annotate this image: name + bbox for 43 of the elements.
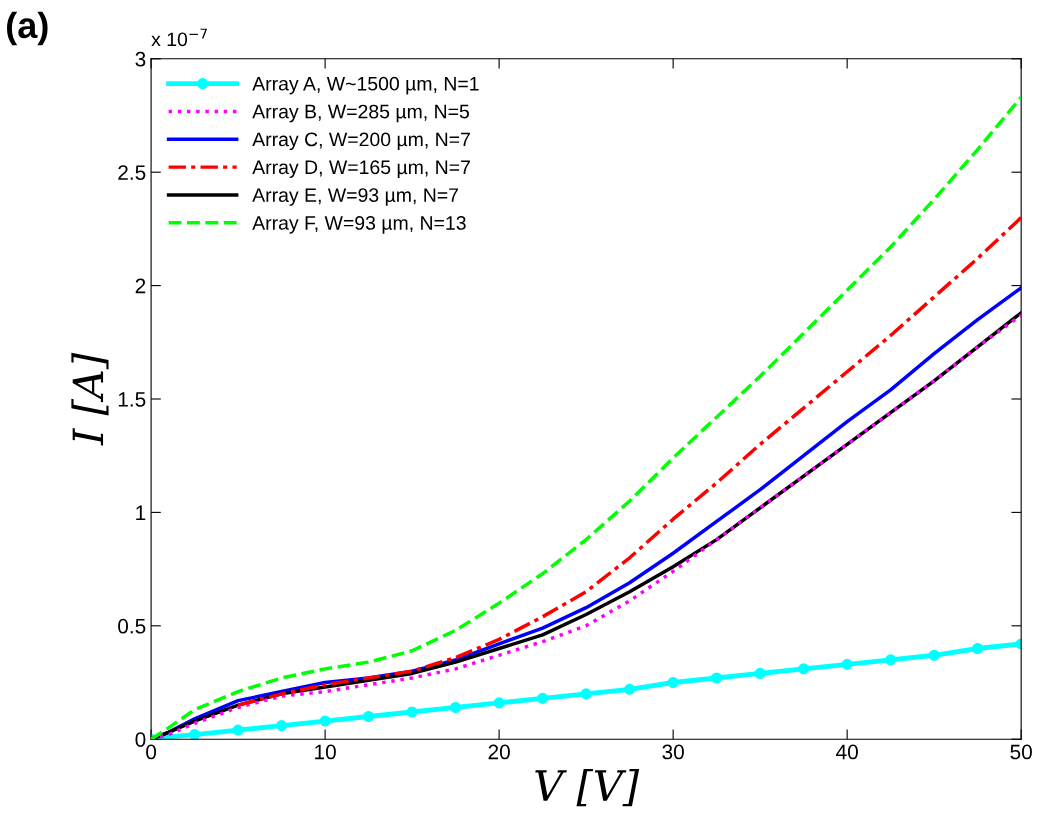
point (667, 676, 679, 689)
point (624, 683, 636, 695)
point (232, 724, 244, 736)
y-tick-label: 3 (135, 51, 146, 67)
x-tick-label: 30 (662, 744, 684, 760)
y-tick-label: 0 (135, 732, 146, 747)
point (406, 706, 418, 718)
y-tick-label: 1.5 (118, 392, 146, 407)
y-tick-label: 2 (135, 278, 146, 294)
point (841, 658, 853, 670)
point (580, 688, 592, 700)
point (972, 642, 984, 655)
point (754, 667, 766, 679)
line-series (236, 215, 1022, 707)
x-tick-label: 0 (146, 744, 157, 760)
x-tick-label: 40 (836, 744, 858, 760)
legend-label: Array D, W=165 µm, N=7 (252, 160, 470, 178)
point (885, 654, 897, 666)
y-tick-label: 1 (136, 505, 146, 520)
point (189, 729, 201, 740)
text: x 10$^{−7}$ (151, 28, 207, 47)
point (798, 663, 810, 675)
point (711, 672, 723, 684)
x-tick-label: 10 (315, 744, 336, 760)
x-tick-label: 50 (1010, 744, 1032, 760)
legend-label: Array F, W=93 µm, N=13 (252, 216, 466, 234)
x-tick-label: 20 (488, 744, 510, 760)
x-axis-title: V [V] (535, 769, 640, 807)
y-tick-label: 2.5 (118, 165, 146, 180)
point (450, 701, 462, 714)
point (363, 710, 375, 723)
legend-label: Array B, W=285 µm, N=5 (252, 104, 469, 123)
point (319, 715, 331, 727)
point (537, 692, 549, 704)
point (276, 720, 288, 732)
y-axis-title: I [A] (71, 352, 109, 446)
legend-label: Array C, W=200 µm, N=7 (252, 132, 470, 151)
point (493, 697, 505, 709)
legend-label: Array E, W=93 µm, N=7 (252, 188, 459, 206)
text: (a) (7, 11, 48, 46)
point (928, 649, 940, 661)
y-tick-label: 0.5 (118, 618, 146, 634)
legend-label: Array A, W~1500 µm, N=1 (252, 76, 479, 95)
